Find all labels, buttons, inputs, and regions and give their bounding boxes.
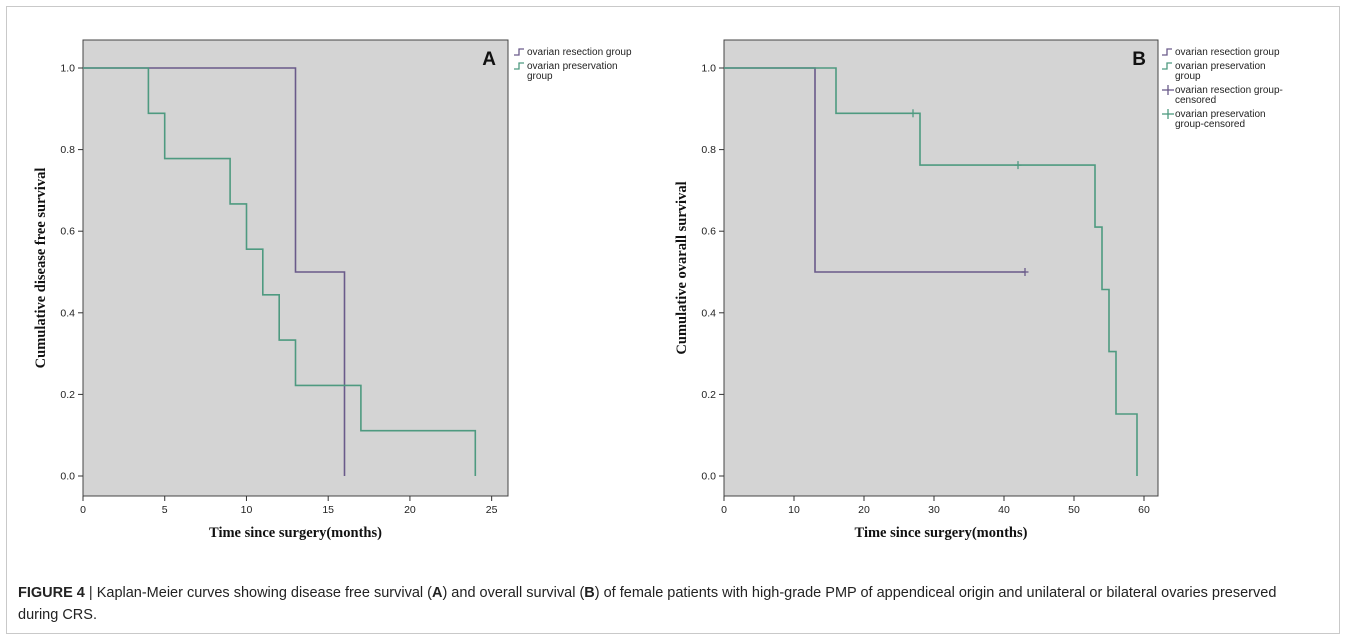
y-tick-label: 1.0 <box>60 63 75 75</box>
caption-text-2: ) and overall survival ( <box>442 585 585 601</box>
x-tick-label: 20 <box>858 504 870 516</box>
x-tick-label: 5 <box>162 504 168 516</box>
series-line-preservation <box>724 67 1138 476</box>
x-tick-label: 10 <box>241 504 253 516</box>
x-tick-label: 0 <box>80 504 86 516</box>
x-tick-label: 50 <box>1068 504 1080 516</box>
caption-ref-b: B <box>584 585 595 601</box>
y-axis-label: Cumulative disease free survival <box>33 168 49 369</box>
legend-entry: ovarian resection group <box>1175 47 1280 58</box>
figure-label: FIGURE 4 <box>18 585 85 601</box>
caption-text-3: ) of female patients with high-grade PMP… <box>18 585 1277 623</box>
caption-separator: | <box>84 585 97 601</box>
legend-symbol <box>514 48 524 56</box>
legend-symbol <box>1162 62 1172 70</box>
chart-panel-b: 0.0 0.2 0.4 0.6 0.8 1.0 0 10 20 30 40 50 60 Time sinc… <box>674 39 1283 541</box>
panel-label: A <box>482 49 496 70</box>
x-tick-label: 20 <box>404 504 416 516</box>
y-tick-label: 0.4 <box>701 307 716 319</box>
legend-symbol <box>514 62 524 70</box>
x-tick-label: 30 <box>928 504 940 516</box>
legend-entry: ovarian preservation <box>527 61 618 72</box>
plot-area <box>723 39 1159 497</box>
y-tick-label: 0.0 <box>701 471 716 483</box>
x-tick-label: 15 <box>322 504 334 516</box>
y-tick-label: 0.2 <box>701 389 716 401</box>
y-tick-label: 1.0 <box>701 63 716 75</box>
y-tick-label: 0.2 <box>60 389 75 401</box>
y-tick-label: 0.6 <box>60 226 75 238</box>
x-tick-label: 25 <box>486 504 498 516</box>
y-axis-label: Cumulative ovarall survival <box>674 181 690 354</box>
legend-symbol <box>1162 48 1172 56</box>
figure-frame <box>6 6 1340 634</box>
series-line-preservation <box>83 67 477 476</box>
y-tick-label: 0.8 <box>60 144 75 156</box>
x-tick-label: 40 <box>998 504 1010 516</box>
figure-caption: FIGURE 4 | Kaplan-Meier curves showing d… <box>18 582 1318 626</box>
legend-entry: censored <box>1175 95 1216 106</box>
y-tick-label: 0.4 <box>60 307 75 319</box>
y-tick-label: 0.0 <box>60 471 75 483</box>
legend-entry: ovarian resection group <box>527 47 632 58</box>
x-axis-label: Time since surgery(months) <box>855 525 1028 541</box>
legend-entry: ovarian resection group- <box>1175 85 1283 96</box>
series-line-resection <box>83 67 346 476</box>
legend-entry: group <box>1175 71 1201 82</box>
y-tick-label: 0.8 <box>701 144 716 156</box>
caption-ref-a: A <box>431 585 443 601</box>
x-axis-label: Time since surgery(months) <box>209 525 382 541</box>
x-tick-label: 0 <box>721 504 727 516</box>
x-tick-label: 60 <box>1138 504 1150 516</box>
legend-entry: group-censored <box>1175 119 1245 130</box>
legend-entry: ovarian preservation <box>1175 61 1266 72</box>
caption-text-1: Kaplan-Meier curves showing disease free… <box>96 585 432 601</box>
panel-label: B <box>1132 49 1146 70</box>
x-tick-label: 10 <box>788 504 800 516</box>
chart-panel-a: 0.0 0.2 0.4 0.6 0.8 1.0 0 5 10 15 20 25 Time since s… <box>33 39 632 541</box>
legend-entry: ovarian preservation <box>1175 109 1266 120</box>
y-tick-label: 0.6 <box>701 226 716 238</box>
legend-entry: group <box>527 71 553 82</box>
